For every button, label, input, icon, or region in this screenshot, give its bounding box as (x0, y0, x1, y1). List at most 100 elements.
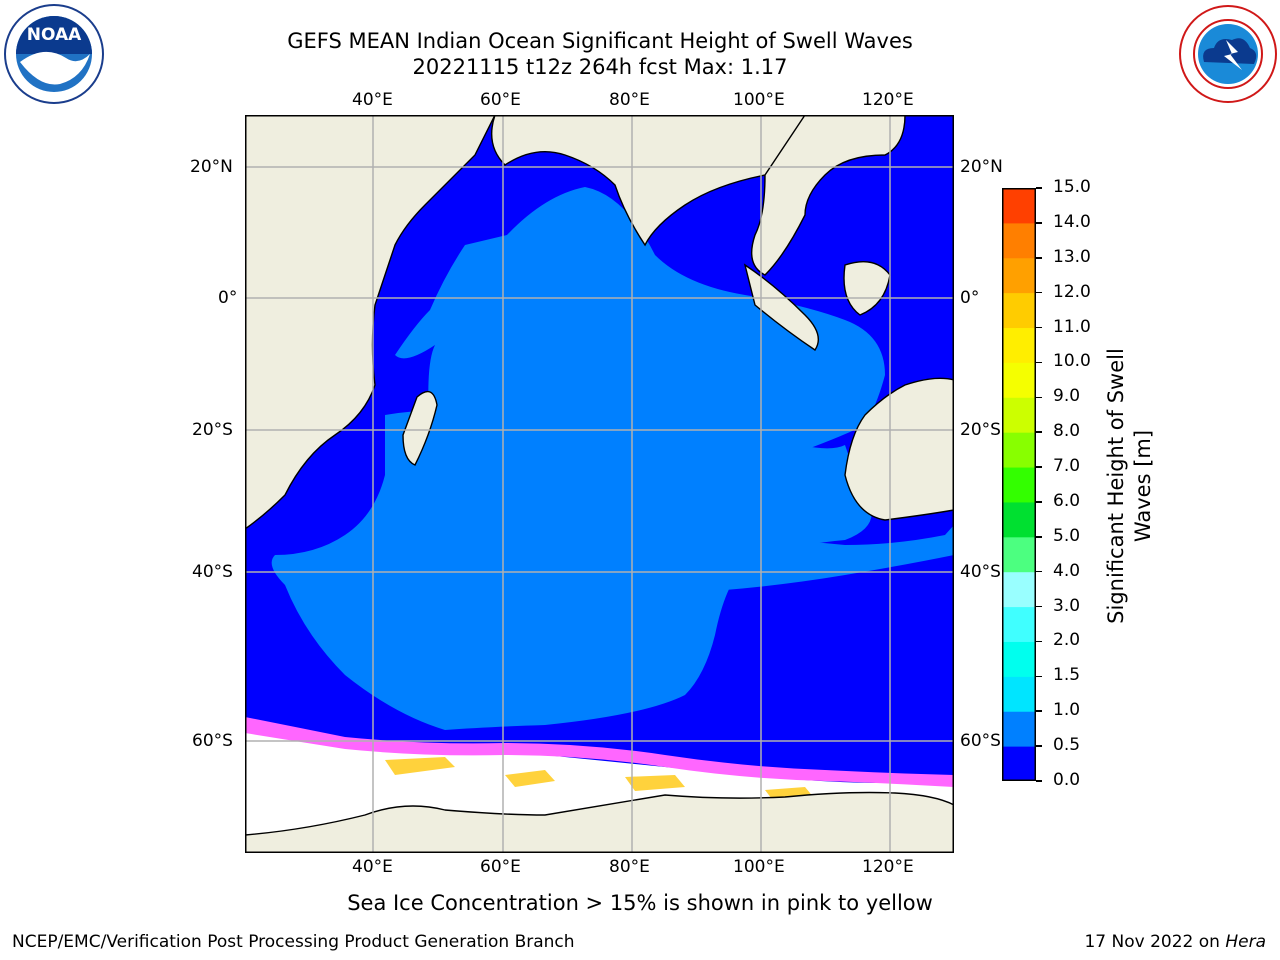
land-sumatra (743, 263, 819, 351)
sea-ice-note: Sea Ice Concentration > 15% is shown in … (347, 891, 933, 915)
colorbar-segment (1002, 501, 1036, 538)
colorbar-tick-label: 1.0 (1053, 700, 1081, 721)
colorbar-segment (1002, 641, 1036, 677)
colorbar-tick-label: 12.0 (1053, 281, 1091, 302)
colorbar-tick-label: 8.0 (1053, 421, 1081, 442)
land-africa-arabia (245, 115, 496, 530)
lat-label-right-40s: 40°S (960, 562, 1001, 582)
colorbar-segment (1002, 711, 1036, 747)
swell-height-map (245, 115, 954, 853)
colorbar-segment (1002, 432, 1036, 468)
colorbar-segment (1002, 676, 1036, 712)
colorbar-segment (1002, 327, 1036, 363)
land-masses (245, 115, 954, 853)
map-title: GEFS MEAN Indian Ocean Significant Heigh… (287, 29, 913, 53)
land-borneo (843, 261, 891, 316)
noaa-logo-icon: NOAA (4, 4, 104, 104)
colorbar-tick-label: 3.0 (1053, 595, 1081, 616)
noaa-logo-text: NOAA (27, 25, 82, 45)
colorbar-tick-label: 5.0 (1053, 525, 1081, 546)
map-subtitle: 20221115 t12z 264h fcst Max: 1.17 (412, 55, 788, 79)
colorbar-segment (1002, 222, 1036, 259)
swell-region-western (665, 525, 954, 590)
colorbar-tick (1036, 291, 1042, 294)
lat-label-right-60s: 60°S (960, 731, 1001, 751)
colorbar (1002, 188, 1036, 781)
graticule (245, 115, 954, 853)
colorbar-tick-label: 6.0 (1053, 490, 1081, 511)
colorbar-segment (1002, 188, 1036, 224)
lon-label-top-80e: 80°E (609, 90, 650, 110)
lat-label-left-20s: 20°S (192, 420, 233, 440)
colorbar-frame (1002, 188, 1036, 781)
lon-label-bottom-100e: 100°E (733, 857, 785, 877)
land-antarctica (245, 791, 954, 853)
colorbar-tick-label: 1.5 (1053, 665, 1081, 686)
colorbar-title: Significant Height of Swell Waves [m] (1103, 336, 1157, 636)
lon-label-bottom-80e: 80°E (609, 857, 650, 877)
colorbar-tick-label: 15.0 (1053, 177, 1091, 197)
lat-label-left-0: 0° (218, 288, 238, 308)
colorbar-tick-label: 0.0 (1053, 770, 1081, 790)
sea-ice-pink-band (245, 717, 954, 787)
lon-label-bottom-120e: 120°E (862, 857, 914, 877)
colorbar-title-line2: Waves [m] (1131, 429, 1155, 543)
lat-label-left-20n: 20°N (190, 157, 233, 177)
colorbar-tick-label: 11.0 (1053, 316, 1091, 337)
colorbar-tick-label: 13.0 (1053, 246, 1091, 267)
lat-label-right-20n: 20°N (960, 157, 1003, 177)
colorbar-segment (1002, 536, 1036, 573)
colorbar-segment (1002, 257, 1036, 294)
colorbar-tick-label: 10.0 (1053, 351, 1091, 372)
land-madagascar (402, 390, 438, 466)
colorbar-tick (1036, 222, 1042, 224)
colorbar-tick (1036, 361, 1042, 364)
colorbar-tick (1036, 536, 1042, 538)
colorbar-segment (1002, 571, 1036, 608)
map-frame (245, 115, 954, 853)
lat-label-right-20s: 20°S (960, 420, 1001, 440)
colorbar-tick-label: 4.0 (1053, 560, 1081, 581)
colorbar-tick (1036, 466, 1042, 468)
colorbar-tick (1036, 675, 1042, 678)
colorbar-segment (1002, 467, 1036, 503)
colorbar-tick (1036, 780, 1042, 782)
lat-label-left-60s: 60°S (192, 731, 233, 751)
colorbar-tick-label: 2.0 (1053, 630, 1081, 651)
colorbar-tick (1036, 710, 1042, 712)
colorbar-tick (1036, 257, 1042, 259)
lon-label-top-40e: 40°E (352, 90, 393, 110)
colorbar-tick (1036, 640, 1042, 643)
colorbar-tick-label: 0.5 (1053, 735, 1081, 756)
colorbar-segment (1002, 397, 1036, 433)
swell-region-mid-lower (271, 410, 872, 730)
colorbar-tick-label: 9.0 (1053, 386, 1081, 407)
colorbar-segment (1002, 292, 1036, 329)
lon-label-top-60e: 60°E (480, 90, 521, 110)
footer-date-text: 17 Nov 2022 on (1084, 932, 1226, 952)
colorbar-tick-label: 14.0 (1053, 211, 1091, 232)
lat-label-right-0: 0° (960, 288, 980, 308)
nws-logo-icon (1179, 5, 1277, 103)
footer-date: 17 Nov 2022 on Hera (1084, 932, 1266, 952)
colorbar-tick-label: 7.0 (1053, 456, 1081, 477)
colorbar-segment (1002, 606, 1036, 642)
colorbar-tick (1036, 396, 1042, 399)
colorbar-tick (1036, 326, 1042, 329)
colorbar-tick (1036, 605, 1042, 608)
footer-host: Hera (1225, 932, 1266, 952)
lon-label-bottom-40e: 40°E (352, 857, 393, 877)
footer-branch: NCEP/EMC/Verification Post Processing Pr… (12, 932, 575, 952)
lon-label-top-120e: 120°E (862, 90, 914, 110)
colorbar-tick (1036, 431, 1042, 433)
lon-label-bottom-60e: 60°E (480, 857, 521, 877)
land-indochina (751, 115, 906, 276)
colorbar-tick (1036, 570, 1042, 573)
colorbar-tick (1036, 501, 1042, 503)
colorbar-segment (1002, 362, 1036, 398)
colorbar-tick (1036, 745, 1042, 747)
lon-label-top-100e: 100°E (733, 90, 785, 110)
lat-label-left-40s: 40°S (192, 562, 233, 582)
colorbar-segment (1002, 746, 1036, 781)
colorbar-tick (1036, 187, 1042, 189)
